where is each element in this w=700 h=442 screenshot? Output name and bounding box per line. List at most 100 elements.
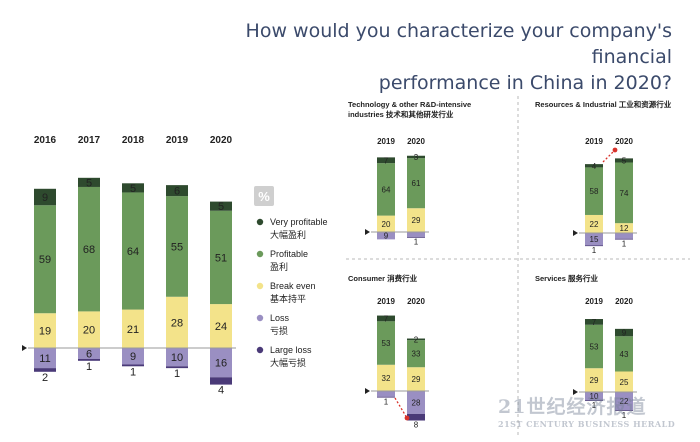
data-label: 5 — [218, 201, 224, 213]
legend-label-cn: 大幅盈利 — [270, 229, 306, 240]
data-label: 2 — [42, 372, 48, 384]
data-label: 28 — [412, 398, 421, 407]
data-label: 51 — [215, 252, 227, 264]
bar-segment-loss — [34, 348, 56, 369]
data-label: 9 — [130, 351, 136, 363]
category-label: 2020 — [615, 137, 633, 146]
bar-segment-break-even — [585, 214, 603, 233]
data-label: 1 — [592, 401, 597, 410]
watermark-cn: 21世纪经济报道 — [498, 396, 647, 418]
data-label: 7 — [592, 318, 597, 327]
bar-segment-loss — [78, 348, 100, 359]
bar-segment-profitable — [122, 192, 144, 310]
bar-segment-large-loss — [615, 238, 633, 240]
bar-segment-very-profitable — [166, 185, 188, 197]
data-label: 7 — [384, 156, 389, 165]
bar-segment-loss — [377, 391, 395, 397]
legend-label-en: Large loss — [270, 345, 312, 355]
legend-label-en: Loss — [270, 313, 290, 323]
data-label: 1 — [622, 411, 627, 420]
bar-segment-very-profitable — [78, 177, 100, 187]
category-label: 2020 — [210, 135, 233, 146]
baseline-arrow — [365, 229, 370, 235]
bar-segment-large-loss — [166, 366, 188, 369]
chart-title-line2: performance in China in 2020? — [378, 72, 672, 94]
bar-segment-break-even — [615, 223, 633, 233]
bar-segment-loss — [585, 392, 603, 401]
data-label: 29 — [412, 375, 421, 384]
category-label: 2019 — [585, 137, 603, 146]
bar-segment-loss — [585, 233, 603, 246]
data-label: 61 — [412, 179, 421, 188]
data-label: 8 — [414, 421, 419, 430]
percent-badge — [254, 186, 274, 206]
legend-label-en: Break even — [270, 281, 316, 291]
bar-segment-profitable — [585, 324, 603, 369]
legend-label-en: Very profitable — [270, 217, 328, 227]
bar-segment-large-loss — [210, 377, 232, 385]
data-label: 2 — [414, 335, 419, 344]
bar-segment-large-loss — [615, 410, 633, 411]
panel-title: Resources & Industrial 工业和资源行业 — [535, 99, 672, 109]
panel-title: Services 服务行业 — [535, 273, 598, 283]
data-label: 15 — [590, 235, 599, 244]
category-label: 2019 — [166, 135, 189, 146]
bar-segment-large-loss — [377, 396, 395, 398]
data-label: 1 — [592, 246, 597, 255]
data-label: 33 — [412, 350, 421, 359]
data-label: 43 — [620, 350, 629, 359]
data-label: 53 — [382, 339, 391, 348]
data-label: 59 — [39, 254, 51, 266]
data-label: 1 — [384, 398, 389, 407]
bar-segment-large-loss — [122, 364, 144, 367]
data-label: 22 — [620, 397, 629, 406]
bar-segment-profitable — [615, 336, 633, 372]
data-label: 9 — [622, 329, 627, 338]
legend-label-cn: 基本持平 — [270, 293, 306, 304]
bar-segment-break-even — [585, 368, 603, 392]
legend-label-cn: 亏损 — [270, 325, 288, 336]
data-label: 10 — [171, 352, 183, 364]
legend-label-cn: 大幅亏损 — [270, 357, 306, 368]
data-label: 3 — [414, 153, 419, 162]
chart-title: How would you characterize your company'… — [212, 18, 672, 96]
data-label: 64 — [127, 246, 139, 258]
percent-badge-text: % — [258, 189, 270, 204]
bar-segment-break-even — [615, 371, 633, 392]
data-label: 9 — [42, 192, 48, 204]
baseline-arrow — [365, 388, 370, 394]
baseline-arrow — [22, 345, 27, 351]
watermark-en: 21ST CENTURY BUSINESS HERALD — [498, 419, 676, 429]
data-label: 32 — [382, 374, 391, 383]
bar-segment-profitable — [34, 205, 56, 314]
data-label: 21 — [127, 324, 139, 336]
watermark: 21世纪经济报道 21ST CENTURY BUSINESS HERALD — [498, 392, 688, 429]
bar-segment-very-profitable — [407, 155, 425, 159]
legend-dot-profitable — [256, 250, 264, 258]
panel-title-en: Technology & other R&D-intensive — [348, 100, 471, 109]
data-label: 29 — [590, 376, 599, 385]
data-label: 5 — [622, 156, 627, 165]
data-label: 22 — [590, 220, 599, 229]
data-label: 4 — [592, 162, 597, 171]
bar-segment-loss — [407, 232, 425, 237]
bar-segment-very-profitable — [377, 315, 395, 322]
legend-dot-very-profitable — [256, 218, 264, 226]
bar-segment-break-even — [407, 367, 425, 391]
data-label: 1 — [86, 361, 92, 373]
data-label: 1 — [130, 366, 136, 378]
bar-segment-profitable — [377, 163, 395, 216]
data-label: 6 — [174, 186, 180, 198]
bar-segment-loss — [377, 232, 395, 240]
bar-segment-profitable — [407, 158, 425, 209]
bar-segment-loss — [615, 392, 633, 411]
bar-segment-break-even — [122, 309, 144, 348]
bar-segment-large-loss — [407, 413, 425, 421]
data-label: 58 — [590, 187, 599, 196]
data-label: 5 — [130, 183, 136, 195]
trend-connector — [602, 149, 616, 163]
data-label: 6 — [86, 348, 92, 360]
bar-segment-very-profitable — [615, 158, 633, 163]
trend-dot — [404, 415, 410, 421]
data-label: 24 — [215, 321, 227, 333]
